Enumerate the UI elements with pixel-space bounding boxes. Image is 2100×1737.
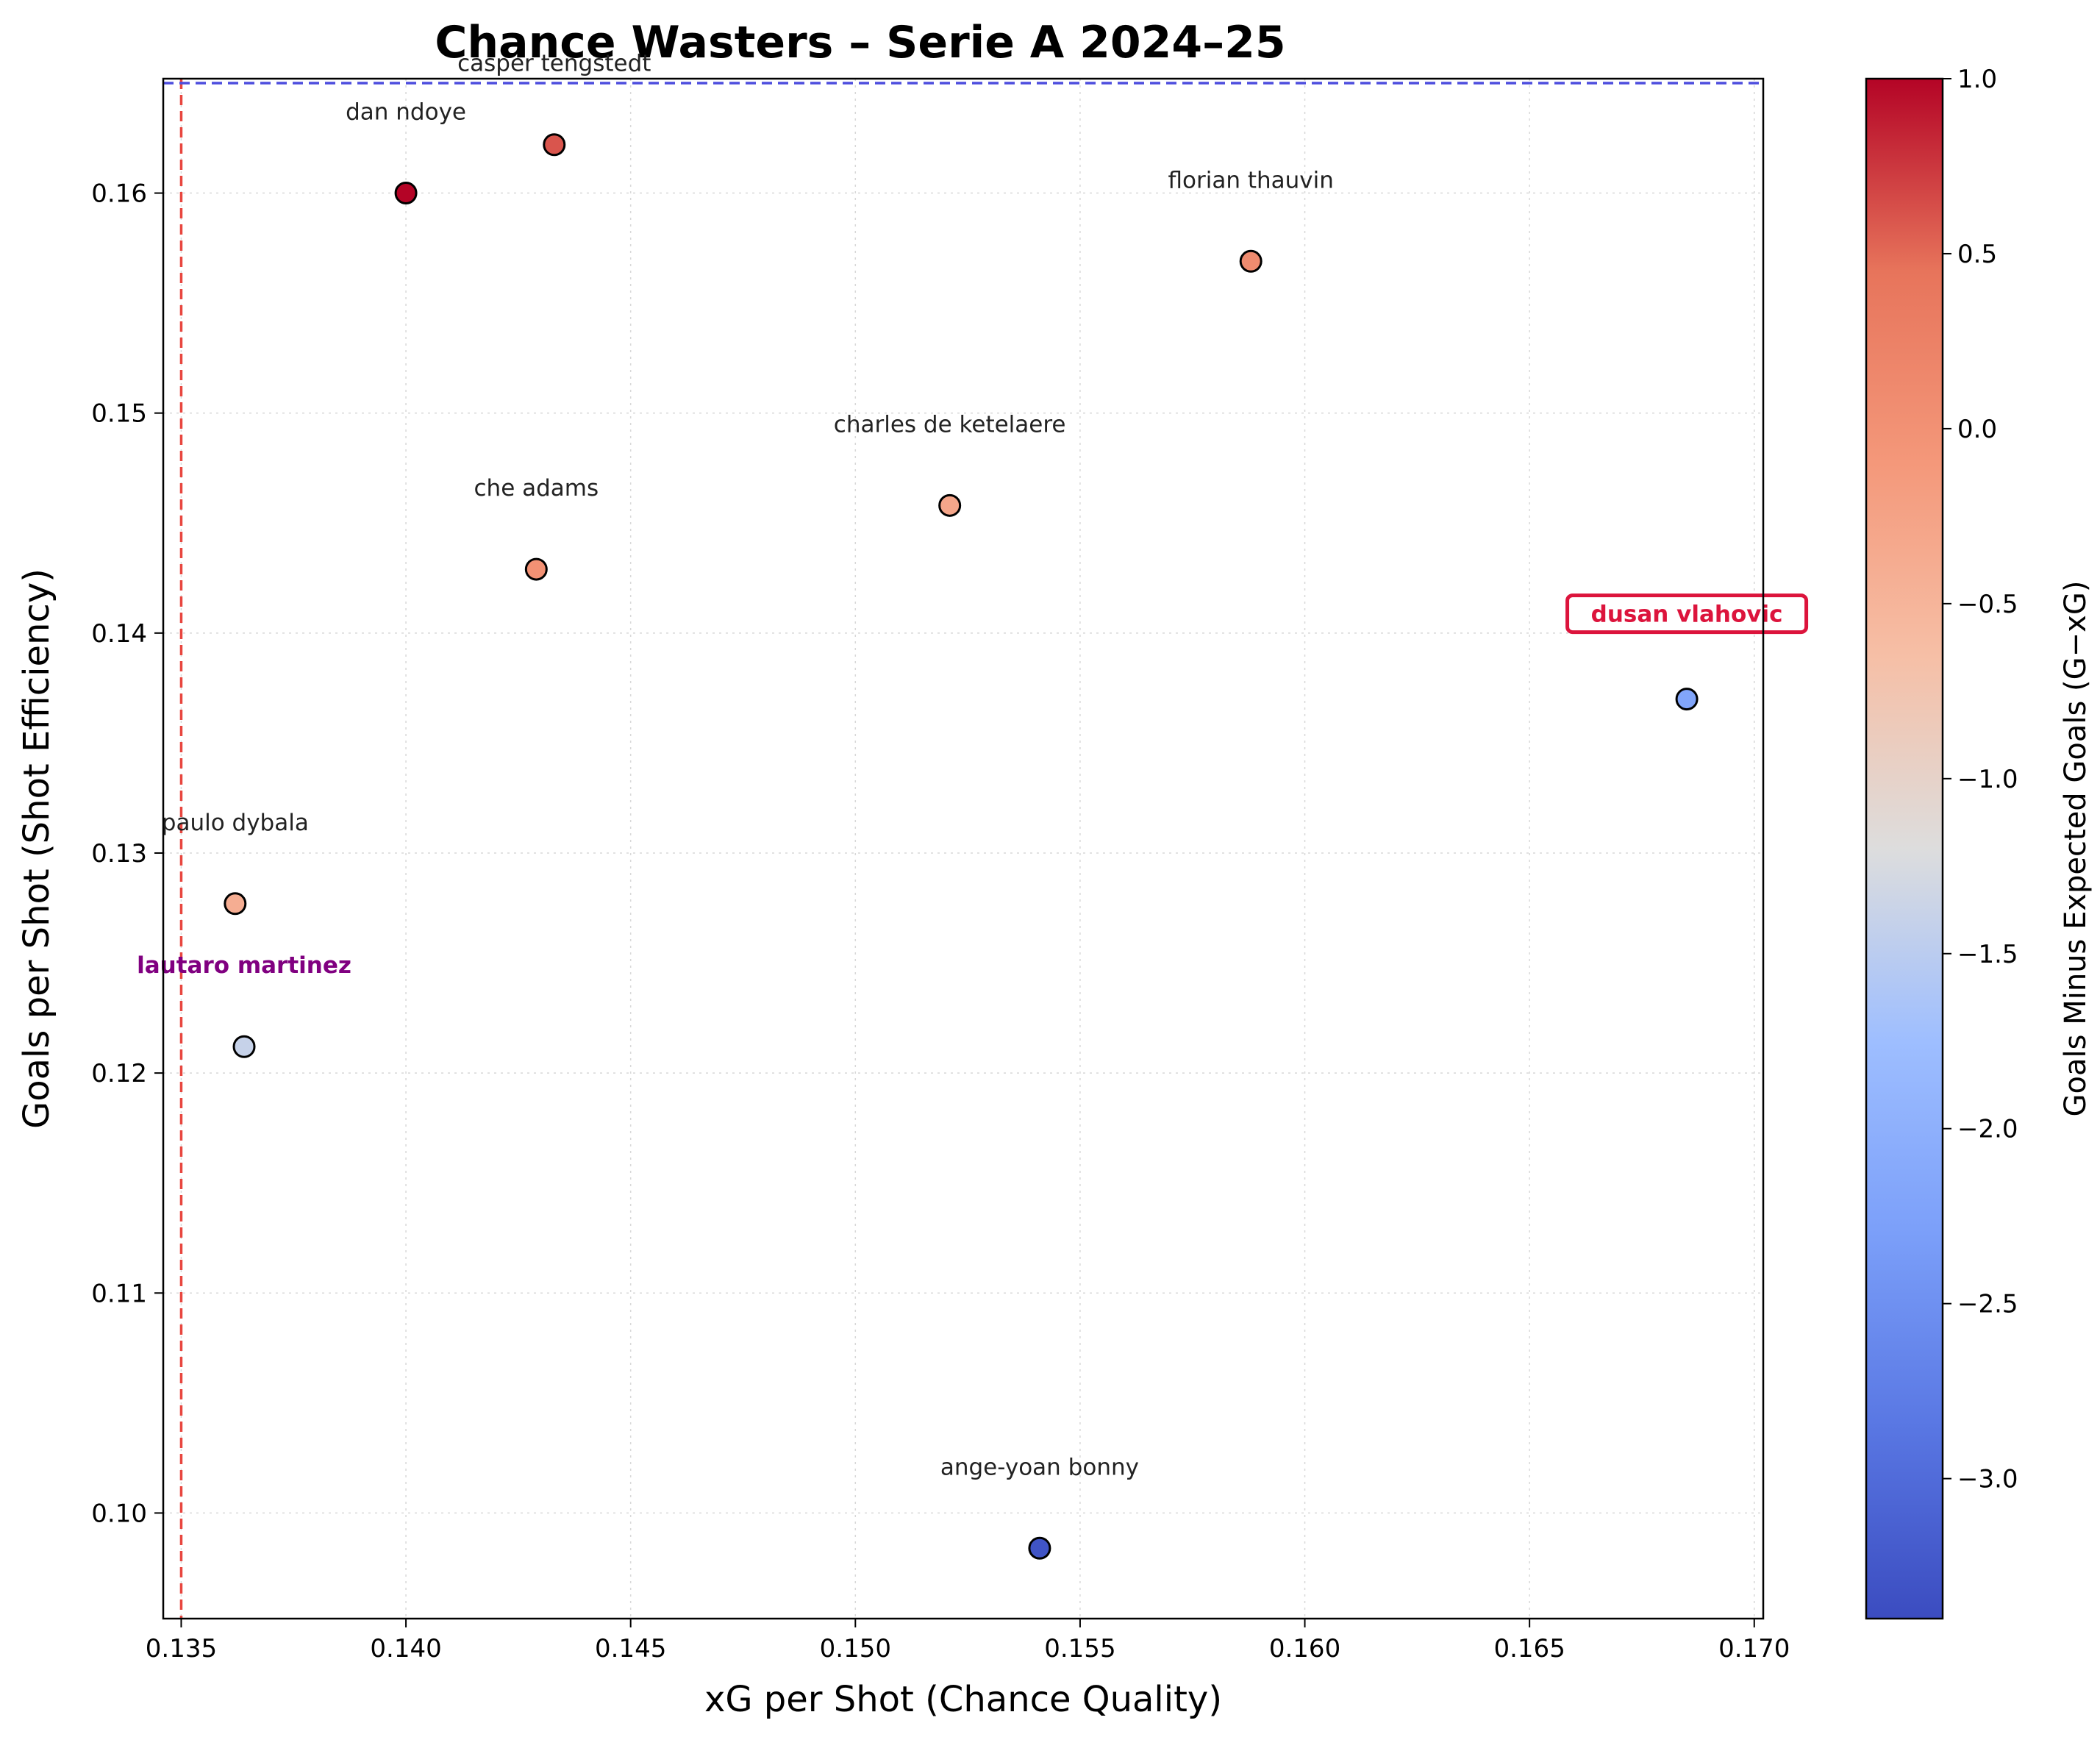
y-tick-label: 0.12 xyxy=(91,1059,147,1088)
data-point xyxy=(232,1035,256,1058)
colorbar-tick-label: −3.0 xyxy=(1957,1465,2018,1494)
y-tick-label: 0.10 xyxy=(91,1499,147,1528)
point-label: ange-yoan bonny xyxy=(940,1454,1139,1480)
x-axis-label: xG per Shot (Chance Quality) xyxy=(704,1679,1222,1720)
colorbar-tick-label: 0.0 xyxy=(1957,415,1997,444)
colorbar-tick-label: −2.5 xyxy=(1957,1290,2018,1319)
x-tick-label: 0.160 xyxy=(1269,1634,1340,1663)
colorbar-tick-label: −2.0 xyxy=(1957,1115,2018,1144)
data-point xyxy=(543,133,566,157)
colorbar-tick-label: −1.0 xyxy=(1957,765,2018,794)
point-label: che adams xyxy=(474,475,599,502)
x-tick-label: 0.140 xyxy=(370,1634,441,1663)
colorbar-tick-label: 1.0 xyxy=(1957,65,1997,94)
plot-frame xyxy=(162,77,1765,1620)
y-tick-label: 0.15 xyxy=(91,399,147,429)
y-tick-label: 0.14 xyxy=(91,619,147,649)
x-tick-label: 0.165 xyxy=(1493,1634,1565,1663)
point-label: casper tengstedt xyxy=(457,51,651,77)
point-label: paulo dybala xyxy=(162,810,309,836)
point-label: dan ndoye xyxy=(346,99,466,126)
data-point xyxy=(394,182,418,205)
colorbar xyxy=(1865,77,1944,1620)
y-axis-ticks: 0.10 0.11 0.12 0.13 0.14 0.15 0.16 xyxy=(91,179,163,1528)
colorbar-ticks: 1.0 0.5 0.0 −0.5 −1.0 −1.5 −2.0 −2.5 −3.0 xyxy=(1943,65,2018,1494)
data-points xyxy=(224,133,1699,1560)
point-label: charles de ketelaere xyxy=(834,411,1066,438)
highlight-label-box xyxy=(1565,593,1809,635)
grid xyxy=(163,79,1763,1619)
data-point xyxy=(938,493,962,517)
x-tick-label: 0.155 xyxy=(1044,1634,1115,1663)
point-label: florian thauvin xyxy=(1168,167,1333,193)
data-point xyxy=(1028,1536,1051,1560)
data-point xyxy=(1675,688,1699,711)
data-point xyxy=(224,892,247,916)
point-labels: casper tengstedt dan ndoye florian thauvin… xyxy=(137,51,1809,1480)
data-point xyxy=(1239,249,1262,273)
y-tick-label: 0.11 xyxy=(91,1279,147,1308)
colorbar-label: Goals Minus Expected Goals (G−xG) xyxy=(2059,581,2093,1117)
x-tick-label: 0.150 xyxy=(820,1634,891,1663)
y-tick-label: 0.16 xyxy=(91,179,147,209)
reference-lines xyxy=(163,79,1763,1619)
x-tick-label: 0.170 xyxy=(1718,1634,1790,1663)
chart-title: Chance Wasters – Serie A 2024–25 xyxy=(435,17,1285,68)
point-label: dusan vlahovic xyxy=(1591,602,1783,628)
x-tick-label: 0.135 xyxy=(146,1634,217,1663)
colorbar-tick-label: −0.5 xyxy=(1957,590,2018,619)
colorbar-tick-label: −1.5 xyxy=(1957,940,2018,969)
y-axis-label: Goals per Shot (Shot Efficiency) xyxy=(16,568,57,1129)
colorbar-tick-label: 0.5 xyxy=(1957,240,1997,269)
x-tick-label: 0.145 xyxy=(595,1634,666,1663)
data-point xyxy=(524,557,548,581)
point-label: lautaro martinez xyxy=(137,952,351,979)
y-tick-label: 0.13 xyxy=(91,839,147,868)
x-axis-ticks: 0.135 0.140 0.145 0.150 0.155 0.160 0.165 0.170 xyxy=(146,1619,1790,1663)
